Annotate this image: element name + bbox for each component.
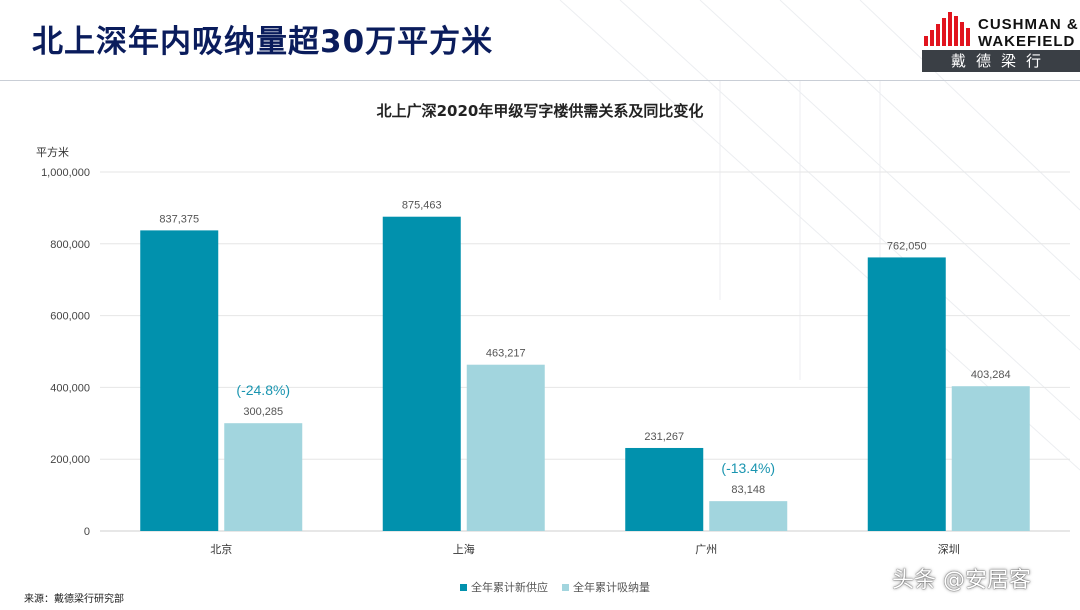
bar: [709, 501, 788, 531]
bar: [625, 447, 704, 531]
chart-title: 北上广深2020年甲级写字楼供需关系及同比变化: [376, 102, 704, 120]
change-annotation: (-24.8%): [236, 382, 290, 398]
bar: [466, 364, 545, 531]
legend-item-supply: 全年累计新供应: [460, 579, 548, 595]
building-bars-icon: [924, 12, 970, 46]
data-label: 403,284: [971, 369, 1011, 381]
cushman-wakefield-logo: CUSHMAN & WAKEFIELD 戴德梁行: [922, 12, 1080, 72]
bar: [867, 257, 946, 531]
logo-chinese-name: 戴德梁行: [922, 50, 1080, 72]
data-label: 463,217: [486, 348, 526, 360]
bar: [382, 216, 461, 531]
source-note: 来源：戴德梁行研究部: [24, 594, 124, 605]
bar: [951, 386, 1030, 531]
data-label: 83,148: [731, 484, 765, 496]
bar: [224, 423, 303, 531]
chart-legend: 全年累计新供应 全年累计吸纳量: [460, 579, 650, 595]
x-tick-label: 北京: [210, 542, 232, 556]
x-tick-label: 上海: [453, 542, 475, 556]
bar: [140, 230, 219, 531]
legend-label-supply: 全年累计新供应: [471, 581, 548, 594]
logo-wordmark: CUSHMAN & WAKEFIELD: [978, 16, 1079, 50]
legend-label-absorption: 全年累计吸纳量: [573, 581, 650, 594]
legend-swatch-supply: [460, 583, 467, 591]
logo-line2: WAKEFIELD: [978, 33, 1076, 50]
data-label: 300,285: [243, 406, 283, 418]
change-annotation: (-13.4%): [721, 460, 775, 476]
x-tick-label: 广州: [695, 543, 717, 556]
y-tick-label: 1,000,000: [41, 167, 90, 179]
y-tick-label: 400,000: [50, 382, 90, 394]
x-tick-label: 深圳: [938, 543, 960, 556]
data-label: 837,375: [159, 213, 199, 225]
y-axis-unit-label: 平方米: [36, 146, 69, 159]
title-divider: [0, 80, 1080, 81]
y-tick-label: 600,000: [50, 311, 90, 323]
data-label: 875,463: [402, 200, 442, 212]
legend-swatch-absorption: [562, 583, 569, 591]
y-tick-label: 800,000: [50, 239, 90, 251]
legend-item-absorption: 全年累计吸纳量: [562, 579, 650, 595]
page-title: 北上深年内吸纳量超30万平方米: [32, 24, 494, 60]
logo-line1: CUSHMAN &: [978, 16, 1079, 33]
y-tick-label: 200,000: [50, 454, 90, 466]
data-label: 762,050: [887, 240, 927, 252]
data-label: 231,267: [644, 431, 684, 443]
watermark: 头条 @安居客: [892, 568, 1031, 593]
y-tick-label: 0: [84, 526, 90, 538]
